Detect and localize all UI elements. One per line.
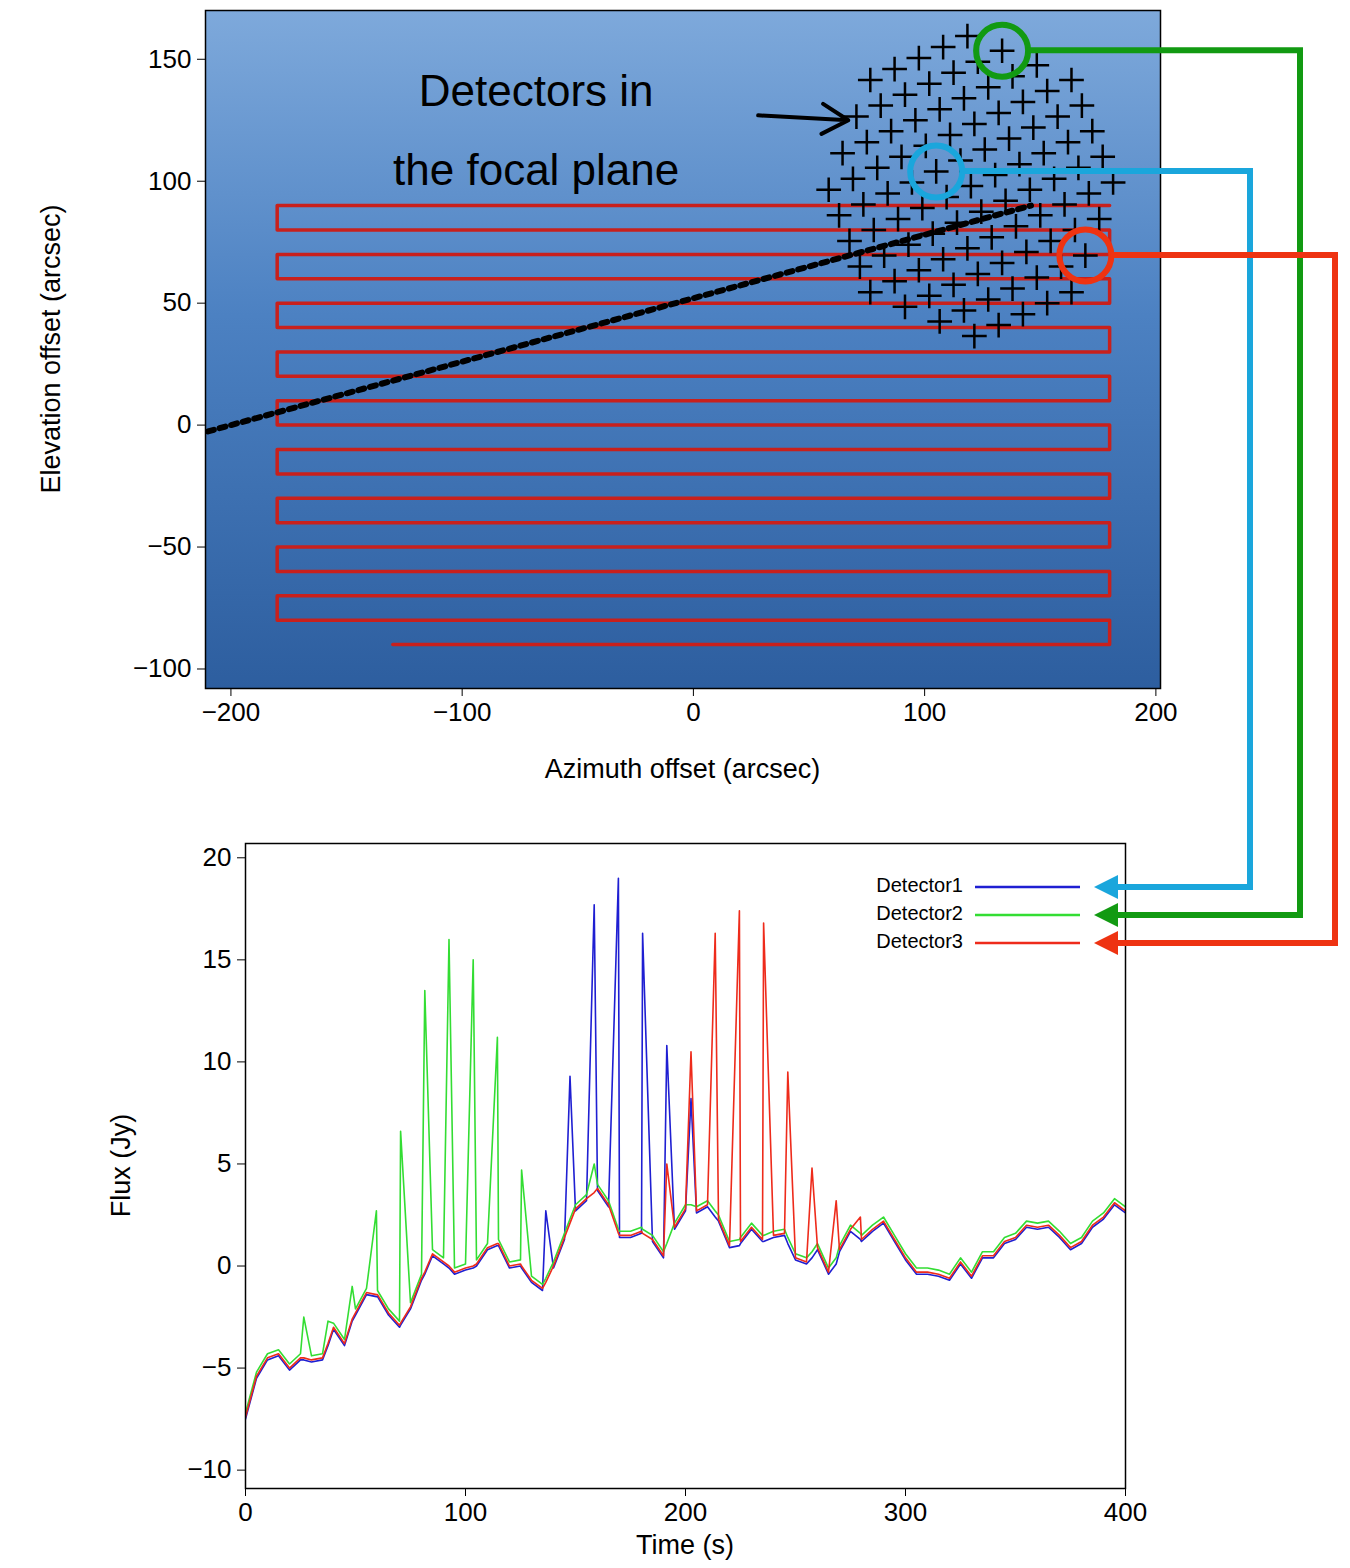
- svg-text:5: 5: [217, 1148, 231, 1178]
- svg-text:−100: −100: [133, 653, 192, 683]
- svg-text:0: 0: [686, 697, 700, 727]
- svg-text:200: 200: [1134, 697, 1177, 727]
- svg-text:0: 0: [217, 1250, 231, 1280]
- svg-text:100: 100: [148, 166, 191, 196]
- svg-text:Detector3: Detector3: [876, 930, 963, 952]
- svg-text:300: 300: [884, 1497, 927, 1527]
- svg-text:200: 200: [664, 1497, 707, 1527]
- svg-text:10: 10: [203, 1046, 232, 1076]
- svg-text:−10: −10: [187, 1454, 231, 1484]
- svg-text:Azimuth offset (arcsec): Azimuth offset (arcsec): [545, 754, 821, 784]
- svg-text:400: 400: [1104, 1497, 1147, 1527]
- svg-text:Elevation offset (arcsec): Elevation offset (arcsec): [36, 204, 66, 493]
- svg-text:−200: −200: [202, 697, 261, 727]
- svg-text:Detector1: Detector1: [876, 874, 963, 896]
- svg-text:15: 15: [203, 944, 232, 974]
- svg-text:Detectors inthe focal plane: Detectors inthe focal plane: [393, 66, 679, 194]
- svg-text:20: 20: [203, 842, 232, 872]
- svg-text:100: 100: [444, 1497, 487, 1527]
- svg-text:50: 50: [163, 287, 192, 317]
- svg-text:100: 100: [903, 697, 946, 727]
- svg-text:0: 0: [238, 1497, 252, 1527]
- svg-text:−5: −5: [202, 1352, 232, 1382]
- svg-text:0: 0: [177, 409, 191, 439]
- svg-text:−100: −100: [433, 697, 492, 727]
- svg-text:Time (s): Time (s): [636, 1530, 734, 1560]
- svg-text:Flux (Jy): Flux (Jy): [106, 1114, 136, 1218]
- svg-text:150: 150: [148, 44, 191, 74]
- svg-text:−50: −50: [147, 531, 191, 561]
- svg-text:Detector2: Detector2: [876, 902, 963, 924]
